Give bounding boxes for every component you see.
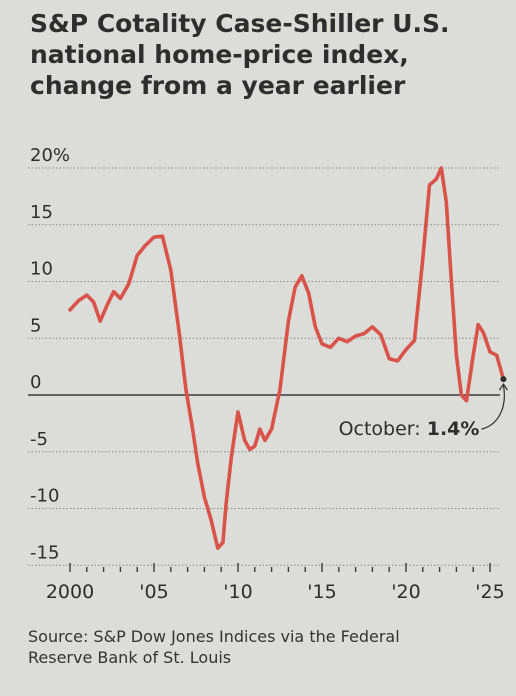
x-tick-label: '20 <box>391 581 420 603</box>
chart-title: S&P Cotality Case-Shiller U.S. national … <box>30 8 500 101</box>
annotation-label: October: 1.4% <box>339 418 480 440</box>
annotation-arrow <box>481 385 505 430</box>
x-tick-label: '15 <box>307 581 336 603</box>
x-tick-label: 2000 <box>46 581 94 603</box>
annotation-label-prefix: October: <box>339 418 427 440</box>
y-tick-label: -10 <box>30 486 59 507</box>
series-line <box>68 166 506 551</box>
source-line: Reserve Bank of St. Louis <box>28 648 232 667</box>
chart-title-line: change from a year earlier <box>30 71 406 100</box>
source-line: Source: S&P Dow Jones Indices via the Fe… <box>28 627 400 646</box>
x-tick-label: '05 <box>139 581 168 603</box>
source-note: Source: S&P Dow Jones Indices via the Fe… <box>28 626 498 668</box>
y-tick-label: -5 <box>30 429 48 450</box>
y-tick-label: 20% <box>30 145 70 166</box>
chart-title-line: S&P Cotality Case-Shiller U.S. <box>30 9 450 38</box>
annotation-arrowhead <box>498 383 508 391</box>
y-tick-label: 10 <box>30 259 53 280</box>
x-tick-label: '10 <box>223 581 252 603</box>
annotation-point <box>500 376 507 383</box>
y-tick-label: 15 <box>30 202 53 223</box>
chart-title-line: national home-price index, <box>30 40 409 69</box>
annotation-value: 1.4% <box>427 418 480 440</box>
x-tick-label: '25 <box>475 581 504 603</box>
y-tick-label: 5 <box>30 315 41 336</box>
y-tick-label: 0 <box>30 372 41 393</box>
y-tick-label: -15 <box>30 542 59 563</box>
